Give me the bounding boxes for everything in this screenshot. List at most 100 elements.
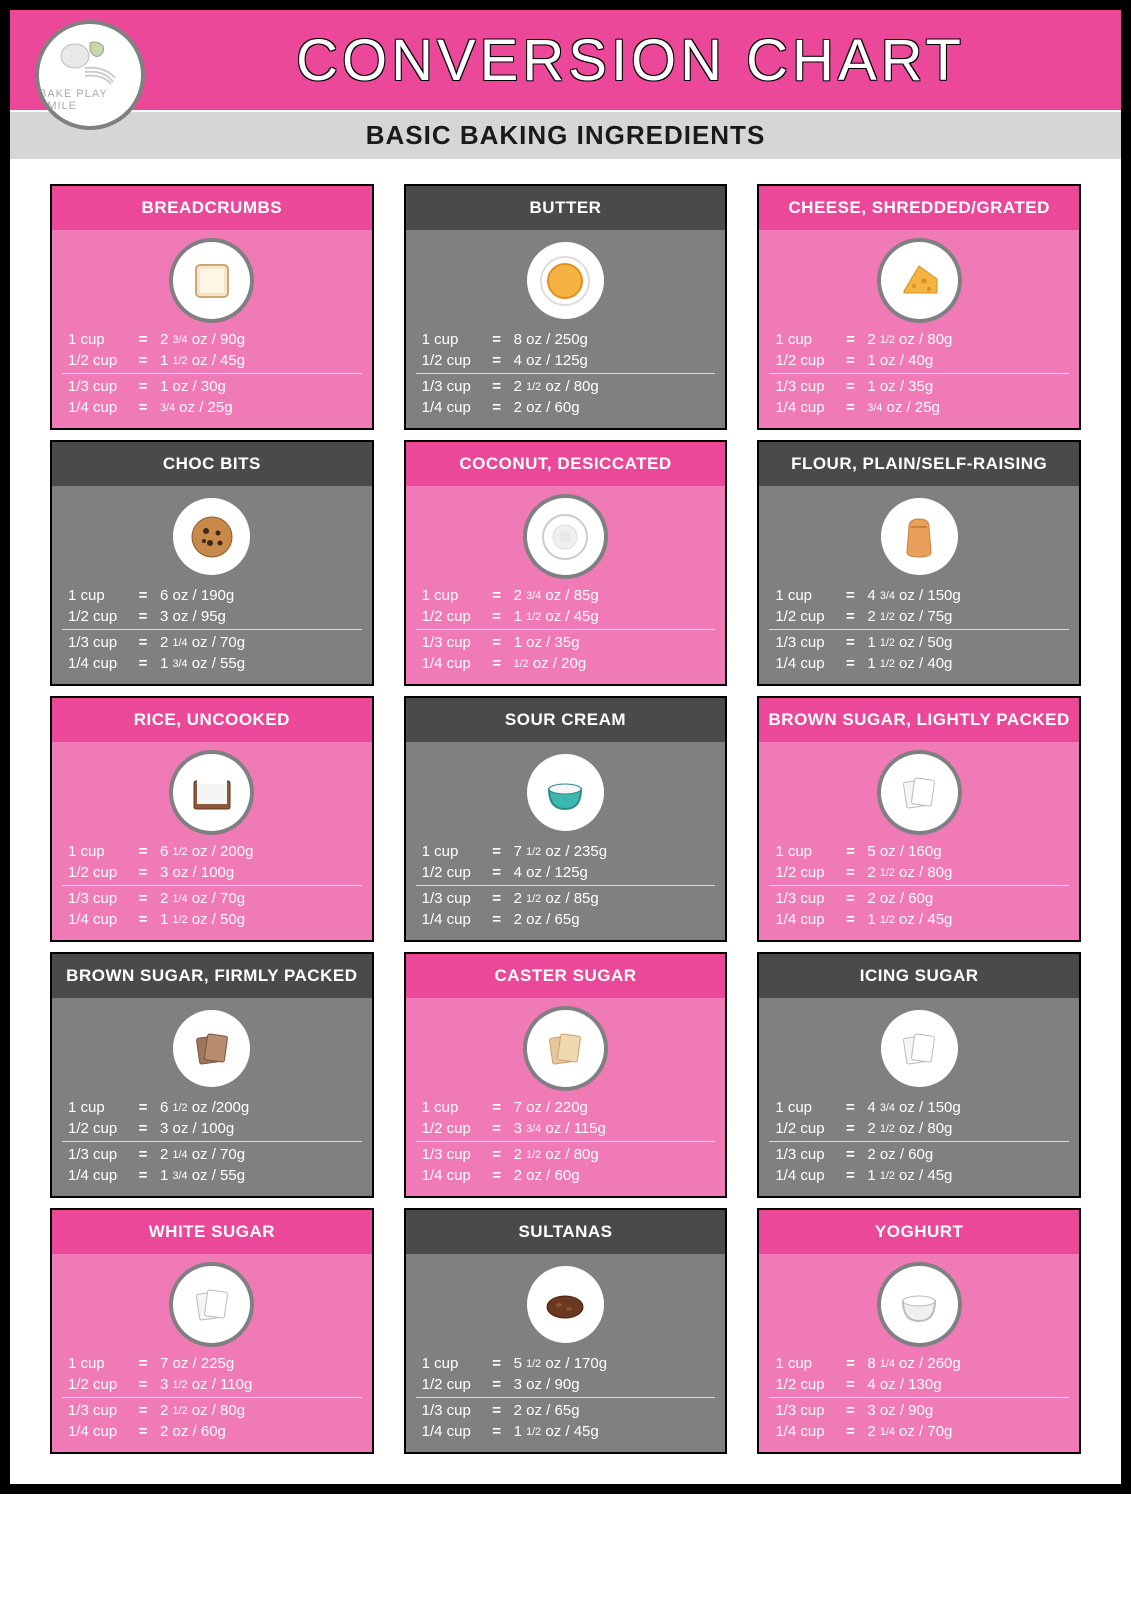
cup-label: 1/3 cup (416, 378, 486, 395)
packet-tan-icon (523, 1006, 608, 1091)
packet-brown-icon (169, 1006, 254, 1091)
cup-label: 1/3 cup (769, 634, 839, 651)
conversion-value: 3 oz / 90g (508, 1376, 716, 1393)
equals-icon: = (132, 587, 154, 604)
equals-icon: = (132, 864, 154, 881)
cup-label: 1/4 cup (416, 655, 486, 672)
packet-icon (877, 750, 962, 835)
equals-icon: = (839, 634, 861, 651)
conversion-row: 1/2 cup=3 oz / 100g (62, 1118, 362, 1139)
conversion-value: 2 1/2 oz / 80g (861, 1120, 1069, 1137)
equals-icon: = (839, 399, 861, 416)
subtitle-bar: BASIC BAKING INGREDIENTS (10, 110, 1121, 159)
conversion-row: 1/4 cup=1 1/2 oz / 50g (62, 909, 362, 930)
conversion-row: 1/4 cup=3/4 oz / 25g (769, 397, 1069, 418)
conversion-value: 3/4 oz / 25g (861, 399, 1069, 416)
conversion-row: 1 cup=7 oz / 220g (416, 1097, 716, 1118)
equals-icon: = (486, 911, 508, 928)
chart-container: BAKE PLAY SMILE CONVERSION CHART BASIC B… (0, 0, 1131, 1494)
cup-label: 1/3 cup (416, 1146, 486, 1163)
header-bar: BAKE PLAY SMILE CONVERSION CHART (10, 10, 1121, 110)
ingredient-card: CHEESE, SHREDDED/GRATED1 cup=2 1/2 oz / … (757, 184, 1081, 430)
equals-icon: = (486, 843, 508, 860)
card-title: BREADCRUMBS (52, 186, 372, 230)
conversion-value: 1 oz / 30g (154, 378, 362, 395)
equals-icon: = (486, 1376, 508, 1393)
cup-label: 1/3 cup (769, 378, 839, 395)
ingredient-card: BROWN SUGAR, LIGHTLY PACKED1 cup=5 oz / … (757, 696, 1081, 942)
equals-icon: = (839, 352, 861, 369)
conversion-value: 2 oz / 65g (508, 911, 716, 928)
cup-label: 1 cup (416, 331, 486, 348)
cup-label: 1 cup (769, 843, 839, 860)
cup-label: 1/3 cup (769, 890, 839, 907)
conversion-row: 1/2 cup=3 oz / 90g (416, 1374, 716, 1395)
ingredient-card: ICING SUGAR1 cup=4 3/4 oz / 150g1/2 cup=… (757, 952, 1081, 1198)
conversion-table: 1 cup=2 3/4 oz / 85g1/2 cup=1 1/2 oz / 4… (416, 585, 716, 674)
ingredient-card: COCONUT, DESICCATED 1 cup=2 3/4 oz / 85g 1… (404, 440, 728, 686)
card-title: COCONUT, DESICCATED (406, 442, 726, 486)
ingredient-card: CHOC BITS1 cup=6 oz / 190g1/2 cup=3 oz /… (50, 440, 374, 686)
conversion-table: 1 cup=5 oz / 160g1/2 cup=2 1/2 oz / 80g1… (769, 841, 1069, 930)
conversion-row: 1/2 cup=4 oz / 125g (416, 862, 716, 883)
card-title: WHITE SUGAR (52, 1210, 372, 1254)
equals-icon: = (486, 864, 508, 881)
conversion-value: 3 3/4 oz / 115g (508, 1120, 716, 1137)
conversion-value: 5 oz / 160g (861, 843, 1069, 860)
cup-label: 1 cup (62, 1355, 132, 1372)
conversion-value: 1 1/2 oz / 50g (154, 911, 362, 928)
ingredient-card: SULTANAS1 cup=5 1/2 oz / 170g1/2 cup=3 o… (404, 1208, 728, 1454)
ingredient-card: FLOUR, PLAIN/SELF-RAISING1 cup=4 3/4 oz … (757, 440, 1081, 686)
conversion-row: 1/2 cup=1 1/2 oz / 45g (62, 350, 362, 371)
cup-label: 1/3 cup (62, 1146, 132, 1163)
card-body: 1 cup=7 1/2 oz / 235g1/2 cup=4 oz / 125g… (406, 742, 726, 940)
cup-label: 1/3 cup (416, 1402, 486, 1419)
conversion-value: 2 oz / 60g (861, 1146, 1069, 1163)
conversion-value: 3/4 oz / 25g (154, 399, 362, 416)
cup-label: 1/2 cup (769, 1376, 839, 1393)
cup-label: 1/4 cup (769, 1423, 839, 1440)
conversion-row: 1/3 cup=2 1/2 oz / 85g (416, 885, 716, 909)
cup-label: 1/4 cup (769, 1167, 839, 1184)
equals-icon: = (486, 378, 508, 395)
conversion-row: 1/3 cup=2 1/4 oz / 70g (62, 1141, 362, 1165)
conversion-row: 1/4 cup=1 3/4 oz / 55g (62, 653, 362, 674)
conversion-value: 1 1/2 oz / 45g (508, 1423, 716, 1440)
cup-label: 1/4 cup (62, 1423, 132, 1440)
equals-icon: = (486, 1146, 508, 1163)
card-title: ICING SUGAR (759, 954, 1079, 998)
equals-icon: = (486, 608, 508, 625)
cup-label: 1/4 cup (769, 655, 839, 672)
cup-label: 1/2 cup (769, 1120, 839, 1137)
conversion-value: 1 1/2 oz / 45g (154, 352, 362, 369)
conversion-row: 1/2 cup=2 1/2 oz / 80g (769, 1118, 1069, 1139)
equals-icon: = (132, 655, 154, 672)
cup-label: 1 cup (769, 587, 839, 604)
conversion-value: 1 1/2 oz / 50g (861, 634, 1069, 651)
packet-icon (877, 1006, 962, 1091)
equals-icon: = (839, 1376, 861, 1393)
card-body: 1 cup=4 3/4 oz / 150g1/2 cup=2 1/2 oz / … (759, 998, 1079, 1196)
conversion-row: 1/3 cup=2 oz / 60g (769, 885, 1069, 909)
cup-label: 1/2 cup (416, 608, 486, 625)
conversion-value: 2 1/2 oz / 80g (508, 1146, 716, 1163)
conversion-row: 1/3 cup=2 1/2 oz / 80g (416, 373, 716, 397)
card-body: 1 cup=6 1/2 oz /200g1/2 cup=3 oz / 100g1… (52, 998, 372, 1196)
conversion-value: 1 oz / 35g (508, 634, 716, 651)
conversion-value: 1 3/4 oz / 55g (154, 655, 362, 672)
conversion-row: 1/3 cup=2 1/2 oz / 80g (416, 1141, 716, 1165)
conversion-row: 1/3 cup=2 1/4 oz / 70g (62, 629, 362, 653)
equals-icon: = (486, 352, 508, 369)
card-title: FLOUR, PLAIN/SELF-RAISING (759, 442, 1079, 486)
equals-icon: = (486, 890, 508, 907)
main-title: CONVERSION CHART (30, 27, 1121, 94)
cup-label: 1/4 cup (416, 1423, 486, 1440)
card-body: 1 cup=8 oz / 250g1/2 cup=4 oz / 125g1/3 … (406, 230, 726, 428)
cup-label: 1/2 cup (62, 1376, 132, 1393)
card-title: CHOC BITS (52, 442, 372, 486)
card-body: 1 cup=7 oz / 225g1/2 cup=3 1/2 oz / 110g… (52, 1254, 372, 1452)
conversion-row: 1 cup=2 3/4 oz / 85g (416, 585, 716, 606)
conversion-value: 2 1/2 oz / 85g (508, 890, 716, 907)
equals-icon: = (839, 608, 861, 625)
conversion-row: 1/4 cup=1 1/2 oz / 45g (416, 1421, 716, 1442)
